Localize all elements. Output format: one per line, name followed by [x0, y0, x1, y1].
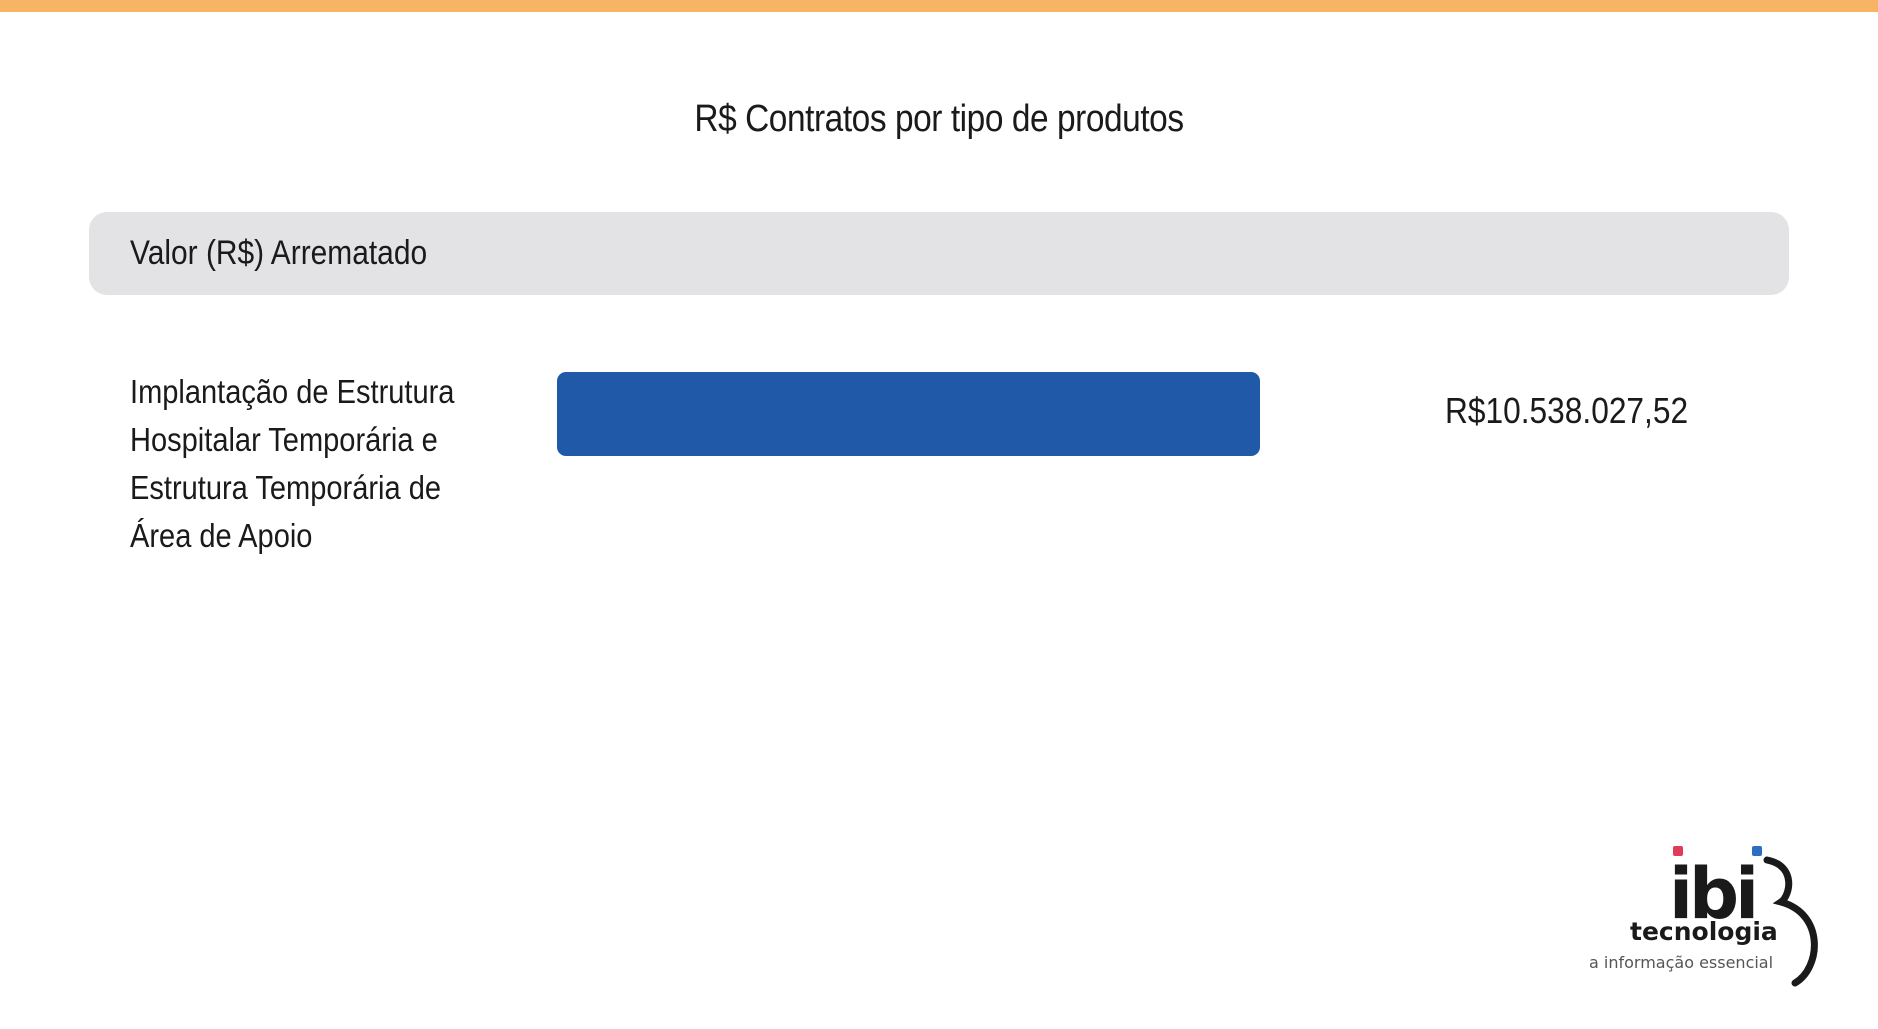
- logo-swoosh: [1763, 856, 1818, 987]
- series-header-label: Valor (R$) Arrematado: [130, 234, 428, 272]
- top-accent-bar: [0, 0, 1878, 12]
- logo-name: tecnologia: [1630, 917, 1778, 946]
- chart-title: R$ Contratos por tipo de produtos: [694, 98, 1184, 140]
- logo-wordmark: ibi: [1669, 853, 1755, 935]
- company-logo: ibi tecnologia a informação essencial: [1585, 838, 1835, 998]
- bar-data-label: R$10.538.027,52: [1445, 390, 1689, 431]
- logo-tagline: a informação essencial: [1589, 953, 1773, 972]
- series-header-panel: Valor (R$) Arrematado: [89, 212, 1789, 295]
- logo-dot-blue: [1752, 846, 1762, 856]
- logo-graphic: ibi tecnologia a informação essencial: [1589, 846, 1818, 987]
- logo-dot-red: [1673, 846, 1683, 856]
- bar-value: [557, 372, 1260, 456]
- category-label: Implantação de Estrutura Hospitalar Temp…: [130, 373, 455, 554]
- bar-plot-area: [557, 372, 1397, 456]
